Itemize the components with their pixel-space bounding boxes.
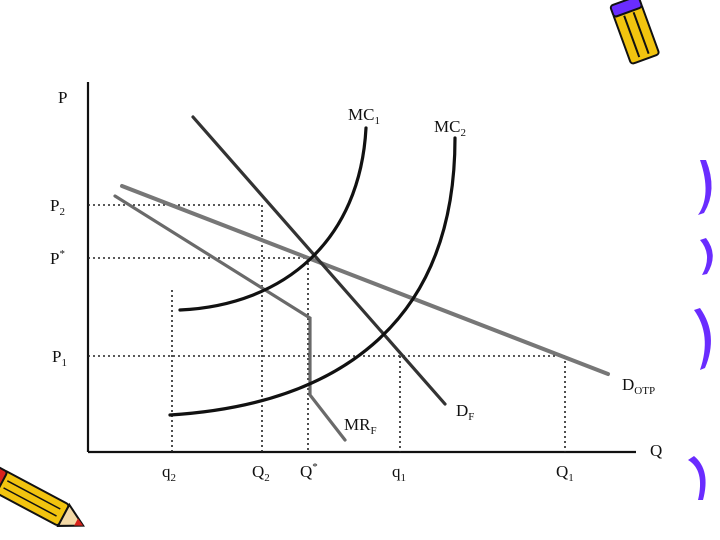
x-axis-label: Q bbox=[650, 441, 662, 460]
label-Q2: Q2 bbox=[252, 462, 270, 484]
label-mc1: MC1 bbox=[348, 105, 380, 127]
label-mc2: MC2 bbox=[434, 117, 466, 139]
label-q1: q1 bbox=[392, 462, 406, 484]
label-q2: q2 bbox=[162, 462, 176, 484]
label-Pstar: P* bbox=[50, 248, 65, 268]
mc1-curve bbox=[178, 126, 368, 312]
curves bbox=[113, 115, 610, 442]
dotp-curve bbox=[120, 184, 610, 376]
mrf-curve bbox=[113, 194, 347, 442]
purple-swoosh-decoration bbox=[688, 160, 713, 500]
mc2-curve bbox=[168, 136, 457, 417]
pencil-icon bbox=[0, 464, 85, 527]
label-Q1: Q1 bbox=[556, 462, 574, 484]
label-Qstar: Q* bbox=[300, 461, 318, 481]
label-P2: P2 bbox=[50, 196, 65, 218]
label-df: DF bbox=[456, 401, 474, 423]
label-mrf: MRF bbox=[344, 415, 377, 437]
df-curve bbox=[191, 115, 447, 406]
y-axis-label: P bbox=[58, 88, 67, 107]
pencil-icon bbox=[609, 0, 660, 65]
label-P1: P1 bbox=[52, 347, 67, 369]
label-dotp: DOTP bbox=[622, 375, 655, 397]
axes: P Q bbox=[58, 82, 662, 460]
